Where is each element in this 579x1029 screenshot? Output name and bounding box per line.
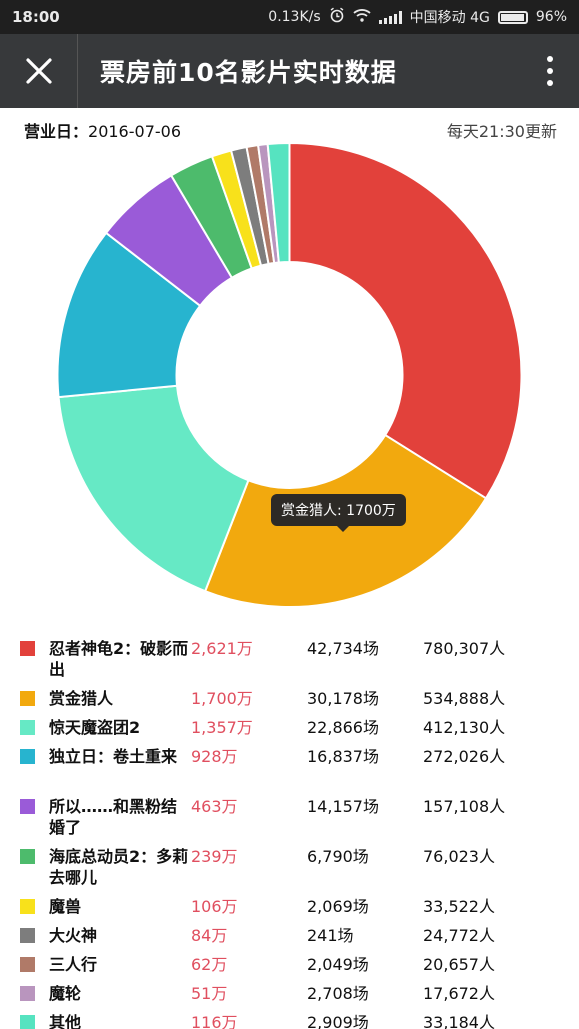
app-bar: 票房前10名影片实时数据: [0, 34, 579, 108]
showings-count: 241场: [307, 926, 354, 945]
box-office-value: 928万: [191, 747, 238, 766]
showings-count: 2,909场: [307, 1013, 369, 1029]
legend-row[interactable]: 三人行 62万 2,049场 20,657人: [20, 954, 560, 983]
showings-count: 6,790场: [307, 847, 369, 866]
movie-name: 海底总动员2：多莉去哪儿: [49, 847, 189, 887]
wifi-icon: [353, 8, 371, 26]
viewer-count: 33,522人: [423, 897, 495, 916]
legend-swatch: [20, 928, 35, 943]
legend-row[interactable]: 所以……和黑粉结婚了 463万 14,157场 157,108人: [20, 796, 560, 846]
box-office-donut-chart[interactable]: [52, 140, 527, 610]
movie-name: 大火神: [49, 926, 98, 945]
network-speed: 0.13K/s: [268, 9, 321, 25]
legend-swatch: [20, 986, 35, 1001]
carrier-label: 中国移动 4G: [409, 10, 490, 26]
alarm-icon: [329, 7, 345, 27]
showings-count: 2,708场: [307, 984, 369, 1003]
showings-count: 14,157场: [307, 797, 379, 816]
legend-row[interactable]: 惊天魔盗团2 1,357万 22,866场 412,130人: [20, 717, 560, 746]
box-office-value: 239万: [191, 847, 238, 866]
movie-name: 其他: [49, 1013, 82, 1029]
legend-swatch: [20, 749, 35, 764]
box-office-value: 84万: [191, 926, 228, 945]
viewer-count: 272,026人: [423, 747, 506, 766]
more-vert-icon: [547, 56, 553, 86]
viewer-count: 24,772人: [423, 926, 495, 945]
box-office-value: 2,621万: [191, 639, 253, 658]
battery-icon: [497, 10, 528, 24]
movie-name: 魔兽: [49, 897, 82, 916]
legend-swatch: [20, 1015, 35, 1029]
business-date-value: 2016-07-06: [88, 122, 181, 141]
legend-row[interactable]: 其他 116万 2,909场 33,184人: [20, 1012, 560, 1029]
viewer-count: 17,672人: [423, 984, 495, 1003]
showings-count: 16,837场: [307, 747, 379, 766]
showings-count: 30,178场: [307, 689, 379, 708]
legend-swatch: [20, 720, 35, 735]
legend-swatch: [20, 799, 35, 814]
box-office-value: 1,700万: [191, 689, 253, 708]
legend-swatch: [20, 691, 35, 706]
status-bar: 18:00 0.13K/s 中国移动 4G 96%: [0, 0, 579, 34]
legend-row[interactable]: 魔兽 106万 2,069场 33,522人: [20, 896, 560, 925]
legend-swatch: [20, 849, 35, 864]
legend-swatch: [20, 957, 35, 972]
close-button[interactable]: [0, 34, 78, 108]
info-row: 营业日：2016-07-06 每天21:30更新: [24, 118, 557, 142]
chart-tooltip: 赏金猎人: 1700万: [271, 494, 406, 532]
legend-list: 忍者神龟2：破影而出 2,621万 42,734场 780,307人赏金猎人 1,700…: [20, 638, 560, 1029]
viewer-count: 76,023人: [423, 847, 495, 866]
donut-slice-11[interactable]: [266, 141, 291, 264]
donut-slice-1[interactable]: [288, 141, 523, 500]
donut-slice-3[interactable]: [57, 384, 250, 593]
viewer-count: 157,108人: [423, 797, 506, 816]
legend-row[interactable]: 魔轮 51万 2,708场 17,672人: [20, 983, 560, 1012]
viewer-count: 780,307人: [423, 639, 506, 658]
legend-swatch: [20, 899, 35, 914]
box-office-value: 62万: [191, 955, 228, 974]
showings-count: 42,734场: [307, 639, 379, 658]
showings-count: 2,049场: [307, 955, 369, 974]
more-options-button[interactable]: [521, 34, 579, 108]
box-office-value: 463万: [191, 797, 238, 816]
signal-icon: [378, 10, 402, 24]
viewer-count: 20,657人: [423, 955, 495, 974]
movie-name: 所以……和黑粉结婚了: [49, 797, 178, 837]
page-title: 票房前10名影片实时数据: [100, 58, 397, 87]
box-office-value: 116万: [191, 1013, 238, 1029]
movie-name: 惊天魔盗团2: [49, 718, 141, 737]
movie-name: 魔轮: [49, 984, 82, 1003]
close-icon: [25, 58, 52, 84]
legend-row[interactable]: 赏金猎人 1,700万 30,178场 534,888人: [20, 688, 560, 717]
legend-row[interactable]: 忍者神龟2：破影而出 2,621万 42,734场 780,307人: [20, 638, 560, 688]
showings-count: 2,069场: [307, 897, 369, 916]
viewer-count: 33,184人: [423, 1013, 495, 1029]
update-note: 每天21:30更新: [446, 122, 557, 141]
showings-count: 22,866场: [307, 718, 379, 737]
legend-row[interactable]: 海底总动员2：多莉去哪儿 239万 6,790场 76,023人: [20, 846, 560, 896]
viewer-count: 534,888人: [423, 689, 506, 708]
legend-row[interactable]: 独立日：卷土重来 928万 16,837场 272,026人: [20, 746, 560, 796]
movie-name: 忍者神龟2：破影而出: [49, 639, 189, 679]
movie-name: 独立日：卷土重来: [49, 747, 178, 766]
business-date: 营业日：2016-07-06: [24, 118, 181, 142]
battery-percent: 96%: [535, 9, 567, 25]
box-office-value: 106万: [191, 897, 238, 916]
movie-name: 三人行: [49, 955, 98, 974]
movie-name: 赏金猎人: [49, 689, 114, 708]
viewer-count: 412,130人: [423, 718, 506, 737]
legend-swatch: [20, 641, 35, 656]
legend-row[interactable]: 大火神 84万 241场 24,772人: [20, 925, 560, 954]
box-office-value: 1,357万: [191, 718, 253, 737]
box-office-value: 51万: [191, 984, 228, 1003]
status-time: 18:00: [12, 8, 60, 26]
business-date-label: 营业日：: [24, 122, 89, 141]
